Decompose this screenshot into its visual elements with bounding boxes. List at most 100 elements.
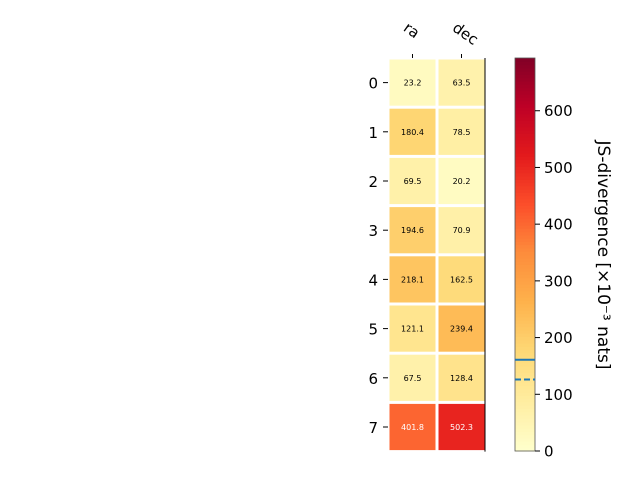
heatmap: 23.2 63.5 180.4 78.5 69.5 20.2 194.6 70.9 218.1 1… [389, 58, 486, 452]
cell-value-label: 70.9 [453, 226, 471, 235]
colorbar-segment [515, 71, 535, 75]
row-label: 6 [368, 370, 378, 388]
colorbar-segment [515, 274, 535, 279]
cell-value-label: 194.6 [401, 226, 424, 235]
colorbar-segment [515, 238, 535, 242]
colorbar-segment [515, 293, 535, 298]
colorbar-segment [515, 97, 535, 102]
colorbar-segment [515, 159, 535, 164]
colorbar-segment [515, 202, 535, 206]
colorbar-segment [515, 231, 535, 236]
colorbar-segment [515, 352, 535, 357]
colorbar-segment [515, 182, 535, 187]
heatmap-cell [389, 354, 436, 401]
colorbar-segment [515, 447, 535, 452]
colorbar-segment [515, 189, 535, 193]
cell-value-label: 401.8 [401, 423, 424, 432]
colorbar-segment [515, 329, 535, 334]
cell-value-label: 78.5 [453, 128, 471, 137]
colorbar-segment [515, 306, 535, 311]
row-label: 2 [368, 173, 378, 191]
colorbar-segment [515, 365, 535, 370]
row-label: 4 [368, 271, 378, 289]
heatmap-cell [438, 256, 485, 303]
cell-value-label: 121.1 [401, 325, 424, 334]
colorbar-segment [515, 126, 535, 131]
colorbar-tick-label: 0 [544, 443, 554, 461]
colorbar-segment [515, 241, 535, 246]
colorbar-segment [515, 195, 535, 200]
colorbar-segment [515, 192, 535, 197]
colorbar-segment [515, 166, 535, 170]
colorbar-segment [515, 136, 535, 141]
heatmap-cell [438, 59, 485, 106]
colorbar-segment [515, 385, 535, 390]
colorbar-segment [515, 277, 535, 282]
colorbar-segment [515, 251, 535, 256]
colorbar-segment [515, 310, 535, 315]
colorbar-segment [515, 103, 535, 108]
colorbar-segment [515, 123, 535, 128]
colorbar-tick-label: 600 [544, 102, 573, 120]
colorbar-segment [515, 221, 535, 226]
cell-value-label: 162.5 [450, 275, 473, 284]
colorbar-segment [515, 408, 535, 413]
colorbar-segment [515, 401, 535, 406]
colorbar-segment [515, 130, 535, 134]
colorbar-segment [515, 146, 535, 151]
colorbar-segment [515, 67, 535, 72]
heatmap-cell [389, 108, 436, 155]
colorbar-segment [515, 198, 535, 203]
colorbar-segment [515, 80, 535, 85]
cell-value-label: 502.3 [450, 423, 473, 432]
colorbar-segment [515, 152, 535, 157]
colorbar-segment [515, 359, 535, 364]
colorbar-segment [515, 441, 535, 446]
colorbar-segment [515, 120, 535, 125]
colorbar-segment [515, 84, 535, 89]
colorbar-segment [515, 349, 535, 354]
colorbar-tick-label: 300 [544, 272, 573, 290]
column-label: dec [449, 19, 481, 49]
colorbar-segment [515, 414, 535, 419]
colorbar-segment [515, 320, 535, 324]
colorbar: 0 100 200 300 400 500 600 [514, 57, 573, 461]
colorbar-segment [515, 283, 535, 288]
heatmap-cell [438, 157, 485, 205]
colorbar-tick-label: 500 [544, 159, 573, 177]
colorbar-segment [515, 208, 535, 213]
colorbar-segment [515, 339, 535, 344]
colorbar-label: JS-divergence [×10⁻³ nats] [593, 140, 613, 370]
heatmap-cell [389, 207, 436, 254]
colorbar-segment [515, 424, 535, 429]
colorbar-segment [515, 287, 535, 292]
colorbar-segment [515, 110, 535, 115]
colorbar-segment [515, 336, 535, 341]
colorbar-segment [515, 87, 535, 92]
colorbar-segment [515, 244, 535, 249]
colorbar-segment [515, 90, 535, 95]
colorbar-segment [515, 205, 535, 210]
colorbar-segment [515, 346, 535, 351]
colorbar-segment [515, 280, 535, 285]
row-label: 5 [368, 321, 378, 339]
colorbar-segment [515, 116, 535, 121]
colorbar-segment [515, 169, 535, 174]
colorbar-segment [515, 342, 535, 347]
colorbar-segment [515, 247, 535, 252]
colorbar-segment [515, 323, 535, 328]
colorbar-segment [515, 107, 535, 111]
colorbar-segment [515, 411, 535, 416]
colorbar-segment [515, 64, 535, 69]
colorbar-segment [515, 254, 535, 259]
colorbar-segment [515, 185, 535, 190]
colorbar-tick-label: 100 [544, 386, 573, 404]
colorbar-segment [515, 431, 535, 436]
colorbar-segment [515, 300, 535, 305]
colorbar-segment [515, 179, 535, 184]
colorbar-segment [515, 372, 535, 377]
colorbar-segment [515, 228, 535, 233]
colorbar-segment [515, 378, 535, 383]
colorbar-segment [515, 156, 535, 161]
